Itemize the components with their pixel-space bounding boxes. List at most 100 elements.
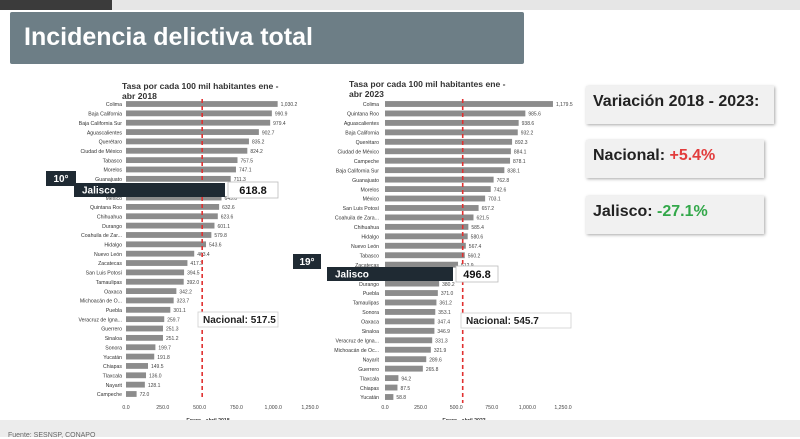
chart2-value-label: 567.4 xyxy=(469,244,482,250)
chart1-bar xyxy=(126,260,188,266)
chart2-value-label: 585.4 xyxy=(471,225,484,231)
chart2-category-label: Colima xyxy=(363,102,379,108)
chart1-value-label: 1,030.2 xyxy=(281,102,298,108)
chart2-bar xyxy=(385,186,491,192)
chart1-category-label: Tamaulipas xyxy=(96,280,123,286)
chart1-value-label: 747.1 xyxy=(239,168,252,174)
chart1-bar xyxy=(126,204,220,210)
chart1-value-label: 136.0 xyxy=(149,373,162,379)
chart1-category-label: Michoacán de O... xyxy=(80,299,122,305)
chart1-tick-label: 0.0 xyxy=(122,405,129,411)
chart2-value-label: 380.2 xyxy=(442,282,455,288)
jalisco-variation: Jalisco: -27.1% xyxy=(593,203,708,221)
chart2-value-label: 321.9 xyxy=(434,348,447,354)
chart2-category-label: Zacatecas xyxy=(355,263,379,269)
chart1-category-label: Campeche xyxy=(97,392,122,398)
chart2-tick-label: 1,000.0 xyxy=(519,405,536,411)
chart2-tick-label: 750.0 xyxy=(485,405,498,411)
chart1-bar xyxy=(126,166,236,173)
chart2-category-label: Tlaxcala xyxy=(360,376,379,382)
chart2-bar xyxy=(385,280,440,287)
chart2-category-label: Morelos xyxy=(361,187,380,193)
chart2-category-label: Guerrero xyxy=(358,367,379,373)
chart2-bar xyxy=(385,299,437,306)
nacional-variation: Nacional: +5.4% xyxy=(593,147,715,165)
top-strip xyxy=(0,0,800,10)
chart2-bar xyxy=(385,242,466,249)
chart1-bar xyxy=(126,297,174,304)
chart2-bar xyxy=(385,119,519,126)
chart1-value-label: 824.2 xyxy=(250,149,263,155)
chart2-bar xyxy=(385,309,436,315)
chart2-value-label: 884.1 xyxy=(514,149,527,155)
chart2-bar xyxy=(385,252,465,259)
chart1-rank-badge xyxy=(46,171,76,186)
chart2-bar xyxy=(385,318,435,325)
nacional-variation-box: Nacional: +5.4% xyxy=(586,140,764,178)
chart2-value-label: 289.6 xyxy=(429,357,442,363)
chart1-category-label: Tlaxcala xyxy=(103,373,122,379)
chart1-category-label: Sonora xyxy=(105,345,122,351)
chart1-bar xyxy=(126,138,249,145)
nacional-variation-label: Nacional: xyxy=(593,147,670,164)
chart1-national-box xyxy=(197,311,279,328)
chart2-value-label: 580.6 xyxy=(471,235,484,241)
chart2-bar xyxy=(385,356,427,363)
chart2-value-label: 742.6 xyxy=(494,187,507,193)
chart1-category-label: Puebla xyxy=(106,308,122,314)
chart1-category-label: Chiapas xyxy=(103,364,122,370)
chart1-value-label: 128.1 xyxy=(148,383,161,389)
chart1-category-label: Baja California Sur xyxy=(79,121,123,127)
chart1-category-label: Yucatán xyxy=(103,355,122,361)
chart2-value-label: 1,179.5 xyxy=(556,102,573,108)
chart1-category-label: Guerrero xyxy=(101,327,122,333)
footer-strip xyxy=(0,420,800,437)
chart1-value-label: 579.8 xyxy=(214,233,227,239)
chart2-bar xyxy=(385,223,469,230)
chart2-bar xyxy=(385,337,433,344)
chart2-category-label: México xyxy=(363,197,380,203)
chart2-national-label: Nacional: 545.7 xyxy=(466,316,539,327)
chart1-category-label: Quintana Roo xyxy=(90,205,122,211)
chart2-category-label: Nayarit xyxy=(363,357,380,363)
chart2-value-label: 762.8 xyxy=(497,178,510,184)
chart1-bar xyxy=(126,391,137,397)
chart2-category-label: Guanajuato xyxy=(352,178,379,184)
chart2-value-label: 347.4 xyxy=(437,320,450,326)
chart2-category-label: Oaxaca xyxy=(361,320,379,326)
variation-label: Variación 2018 - 2023: xyxy=(593,93,760,110)
chart1-tick-label: 500.0 xyxy=(193,405,206,411)
title-banner: Incidencia delictiva total xyxy=(10,12,524,64)
chart1-highlight-bar xyxy=(74,183,225,197)
chart1-category-label: Tabasco xyxy=(103,158,122,164)
chart2-value-label: 621.5 xyxy=(477,216,490,222)
chart1-category-label: Chihuahua xyxy=(97,214,122,220)
footer-source: Fuente: SESNSP, CONAPO xyxy=(8,432,96,439)
chart2-bar xyxy=(385,110,526,117)
chart2-value-label: 657.2 xyxy=(482,206,495,212)
chart2-category-label: Coahuila de Zara... xyxy=(335,216,379,222)
chart2-tick-label: 500.0 xyxy=(450,405,463,411)
chart2-tick-label: 1,250.0 xyxy=(554,405,571,411)
chart1-bar xyxy=(126,213,218,220)
chart1-bar xyxy=(126,288,177,294)
jalisco-variation-box: Jalisco: -27.1% xyxy=(586,196,764,234)
chart2-bar xyxy=(385,384,398,391)
chart1-value-label: 463.4 xyxy=(197,252,210,258)
chart1-value-label: 417.3 xyxy=(190,261,203,267)
chart2-value-label: 892.3 xyxy=(515,140,528,146)
chart2-value-label: 703.1 xyxy=(488,197,501,203)
chart1-bar xyxy=(126,232,212,238)
chart1-category-label: Hidalgo xyxy=(104,243,122,249)
nacional-variation-value: +5.4% xyxy=(669,147,716,164)
chart1-category-label: Nuevo León xyxy=(94,252,122,258)
chart2-bar xyxy=(385,138,513,145)
chart2-highlight-value: 496.8 xyxy=(463,269,491,281)
chart1-bar xyxy=(126,110,272,117)
chart2-highlight-name: Jalisco xyxy=(335,270,369,281)
chart1-value-label: 342.2 xyxy=(179,289,192,295)
chart1-bar xyxy=(126,222,215,229)
chart1-value-label: 323.7 xyxy=(177,299,190,305)
chart1-bar xyxy=(126,372,147,379)
